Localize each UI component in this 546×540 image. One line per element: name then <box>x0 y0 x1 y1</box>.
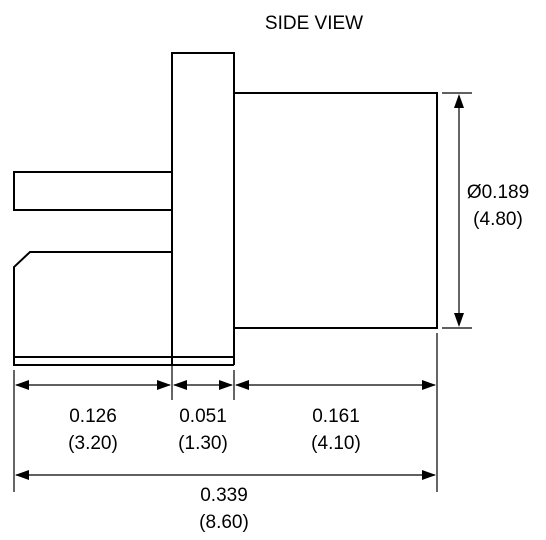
lower-body <box>13 251 234 366</box>
part-outline <box>13 52 438 366</box>
body-length-metric-label: (4.10) <box>311 433 361 454</box>
pin-length-imperial-label: 0.126 <box>69 406 117 427</box>
arrowhead-down <box>454 313 464 327</box>
extension-lines <box>13 92 472 492</box>
overall-length-metric-label: (8.60) <box>199 512 249 533</box>
arrowhead-up <box>454 94 464 108</box>
diameter-metric-label: (4.80) <box>473 209 523 230</box>
overall-length-imperial-label: 0.339 <box>200 485 248 506</box>
view-title: SIDE VIEW <box>265 13 363 34</box>
flange-thickness-metric-label: (1.30) <box>178 433 228 454</box>
diameter-imperial-label: Ø0.189 <box>467 182 529 203</box>
body-length-imperial-label: 0.161 <box>312 406 360 427</box>
upper-pin <box>13 171 172 211</box>
pin-length-metric-label: (3.20) <box>68 433 118 454</box>
flange <box>171 52 235 365</box>
flange-thickness-imperial-label: 0.051 <box>179 406 227 427</box>
diameter-dimension-line <box>454 94 464 327</box>
segment-dimension-line <box>15 380 436 390</box>
overall-dimension-line <box>15 470 436 480</box>
cylinder-body <box>234 92 438 329</box>
